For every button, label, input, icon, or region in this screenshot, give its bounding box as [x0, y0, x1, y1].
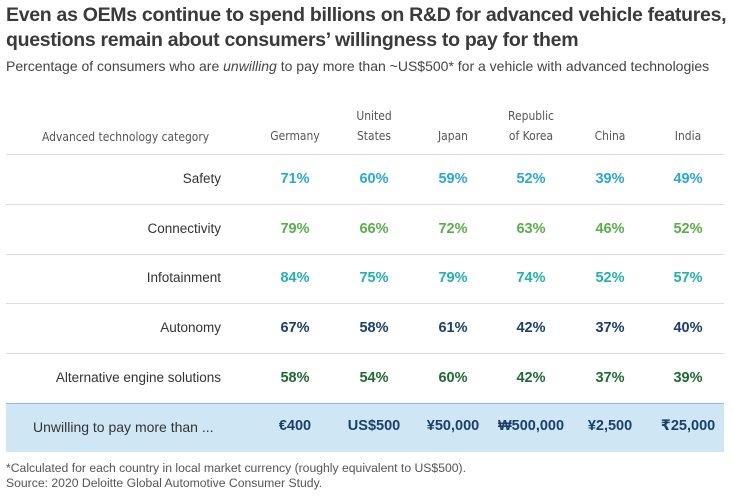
row-label-3: Autonomy: [160, 319, 221, 335]
subtitle-after: to pay more than ~US$500* for a vehicle …: [276, 58, 710, 74]
header-country-0: Germany: [270, 128, 320, 143]
header-divider: [6, 154, 724, 155]
threshold-value-0: €400: [278, 418, 312, 434]
table-cell-r4-c2: 60%: [438, 369, 468, 386]
header-country-5: India: [674, 128, 702, 143]
header-country-3-line-0: Republic: [508, 108, 554, 123]
table-cell-r3-c0: 67%: [280, 319, 310, 336]
table-cell-r2-c4: 52%: [595, 269, 625, 286]
table-cell-r3-c5: 40%: [673, 319, 703, 336]
chart-subtitle: Percentage of consumers who are unwillin…: [6, 58, 731, 75]
row-label-0: Safety: [182, 170, 221, 186]
header-country-4: China: [594, 128, 626, 143]
row-label-2: Infotainment: [146, 269, 221, 285]
table-cell-r1-c2: 72%: [438, 220, 468, 237]
table-cell-r1-c5: 52%: [673, 220, 703, 237]
table-cell-r1-c4: 46%: [595, 220, 625, 237]
subtitle-before: Percentage of consumers who are: [6, 58, 224, 74]
table-cell-r4-c1: 54%: [359, 369, 389, 386]
header-country-2: Japan: [438, 128, 468, 143]
table-cell-r0-c0: 71%: [280, 170, 310, 187]
row-label-1: Connectivity: [147, 220, 221, 236]
table-cell-r0-c3: 52%: [516, 170, 546, 187]
table-cell-r0-c1: 60%: [359, 170, 389, 187]
row-label-4: Alternative engine solutions: [55, 369, 221, 385]
row-divider-2: [6, 303, 724, 304]
table-cell-r3-c3: 42%: [516, 319, 546, 336]
row-divider-1: [6, 254, 724, 255]
table-cell-r4-c0: 58%: [280, 369, 310, 386]
table-cell-r2-c3: 74%: [516, 269, 546, 286]
row-divider-3: [6, 353, 724, 354]
table-cell-r1-c3: 63%: [516, 220, 546, 237]
threshold-band: [6, 403, 724, 452]
header-country-1-line-0: United: [356, 108, 392, 123]
threshold-value-3: ₩500,000: [497, 418, 565, 434]
row-divider-0: [6, 204, 724, 205]
header-country-1-line-1: States: [356, 128, 392, 143]
table-cell-r1-c1: 66%: [359, 220, 389, 237]
footnote: *Calculated for each country in local ma…: [6, 461, 466, 475]
table-cell-r2-c2: 79%: [438, 269, 468, 286]
subtitle-emphasis: unwilling: [223, 58, 277, 74]
table-cell-r4-c4: 37%: [595, 369, 625, 386]
table-cell-r3-c2: 61%: [438, 319, 468, 336]
header-category: Advanced technology category: [42, 129, 210, 144]
threshold-value-1: US$500: [347, 418, 401, 434]
table-cell-r4-c5: 39%: [673, 369, 703, 386]
table-cell-r2-c5: 57%: [673, 269, 703, 286]
header-country-3-line-1: of Korea: [508, 128, 554, 143]
table-cell-r4-c3: 42%: [516, 369, 546, 386]
table-cell-r0-c5: 49%: [673, 170, 703, 187]
table-cell-r0-c4: 39%: [595, 170, 625, 187]
table-cell-r3-c4: 37%: [595, 319, 625, 336]
threshold-value-2: ¥50,000: [426, 418, 480, 434]
table-cell-r0-c2: 59%: [438, 170, 468, 187]
threshold-label: Unwilling to pay more than ...: [33, 419, 214, 435]
threshold-value-4: ¥2,500: [587, 418, 633, 434]
table-cell-r1-c0: 79%: [280, 220, 310, 237]
chart-title: Even as OEMs continue to spend billions …: [6, 4, 727, 51]
table-cell-r2-c0: 84%: [280, 269, 310, 286]
threshold-value-5: ₹25,000: [660, 418, 716, 434]
table-cell-r3-c1: 58%: [359, 319, 389, 336]
table-cell-r2-c1: 75%: [359, 269, 389, 286]
source-note: Source: 2020 Deloitte Global Automotive …: [6, 476, 323, 490]
